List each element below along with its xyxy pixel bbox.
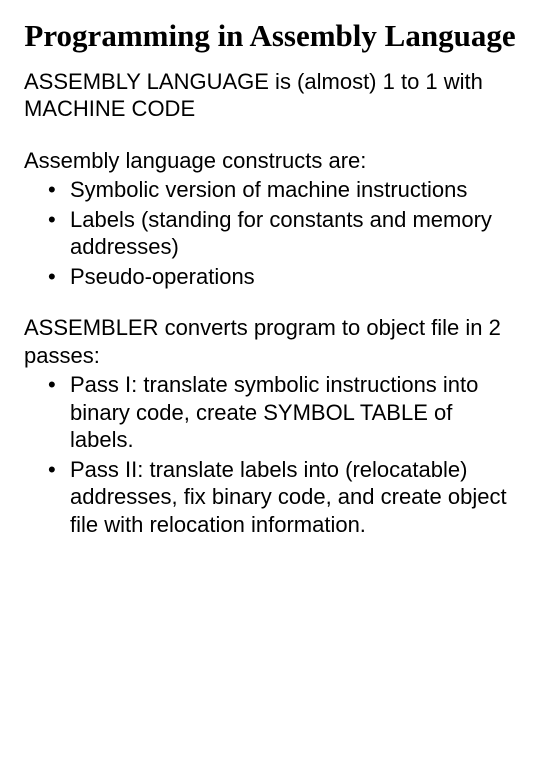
constructs-list: Symbolic version of machine instructions… — [24, 176, 516, 290]
constructs-heading: Assembly language constructs are: — [24, 147, 516, 175]
list-item: Symbolic version of machine instructions — [48, 176, 516, 204]
assembler-heading: ASSEMBLER converts program to object fil… — [24, 314, 516, 369]
list-item: Pass I: translate symbolic instructions … — [48, 371, 516, 454]
list-item: Pseudo-operations — [48, 263, 516, 291]
slide-title: Programming in Assembly Language — [24, 18, 516, 54]
list-item: Pass II: translate labels into (relocata… — [48, 456, 516, 539]
passes-list: Pass I: translate symbolic instructions … — [24, 371, 516, 538]
list-item: Labels (standing for constants and memor… — [48, 206, 516, 261]
intro-paragraph: ASSEMBLY LANGUAGE is (almost) 1 to 1 wit… — [24, 68, 516, 123]
